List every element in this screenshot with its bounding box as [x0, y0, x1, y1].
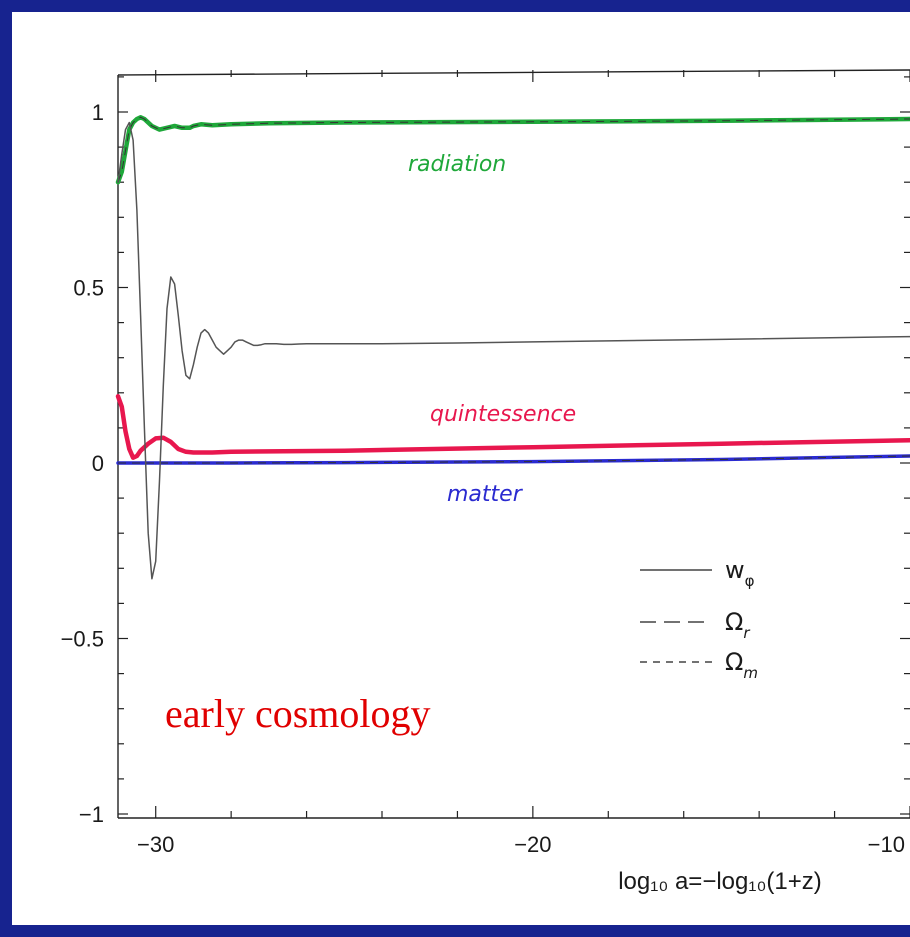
y-tick-label: −0.5 — [61, 627, 104, 652]
y-tick-label: −1 — [79, 802, 104, 827]
y-tick-label: 1 — [92, 100, 104, 125]
axis-ticks: 1 0.5 0 −0.5 −1 −30 −20 −10 — [61, 70, 910, 857]
legend-label-m: Ωm — [725, 648, 758, 682]
x-tick-label: −10 — [868, 832, 905, 857]
y-tick-label: 0.5 — [73, 276, 104, 301]
y-tick-label: 0 — [92, 451, 104, 476]
legend-label-r: Ωr — [725, 608, 750, 642]
annotation-matter: matter — [447, 482, 524, 507]
annotation-quintessence: quintessence — [430, 402, 576, 427]
legend-label-w: wφ — [725, 556, 755, 590]
series-dash-m — [118, 455, 910, 464]
x-axis-label: log₁₀ a=−log₁₀(1+z) — [618, 868, 822, 895]
series-line-w — [117, 121, 910, 580]
series-dash-r — [117, 116, 910, 183]
overlay-early-cosmology: early cosmology — [165, 691, 431, 736]
chart-series — [115, 115, 910, 580]
series-line-q — [115, 394, 910, 460]
x-tick-label: −20 — [514, 832, 551, 857]
annotation-radiation: radiation — [408, 152, 506, 177]
series-line-r — [115, 115, 910, 185]
legend: wφ Ωr Ωm — [640, 556, 758, 682]
x-tick-label: −30 — [137, 832, 174, 857]
top-frame-line — [117, 69, 910, 76]
plot-axes — [117, 69, 910, 819]
figure-panel — [12, 12, 910, 925]
